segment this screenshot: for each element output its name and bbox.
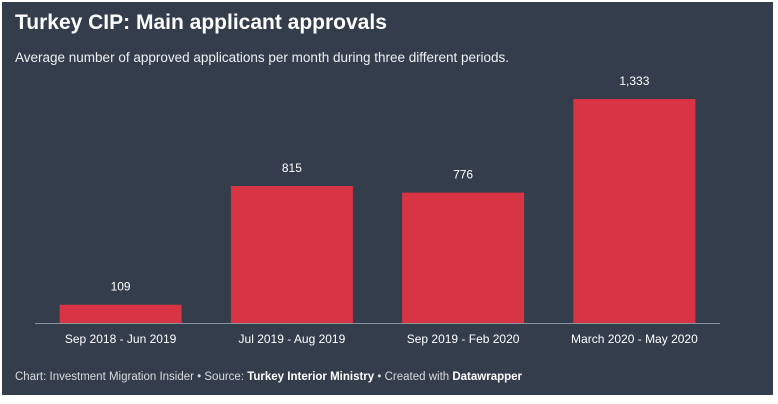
category-label-4: March 2020 - May 2020	[571, 332, 698, 346]
chart-subtitle: Average number of approved applications …	[15, 50, 510, 65]
bar-value-label-3: 776	[453, 168, 473, 182]
footer-source-prefix: • Source:	[193, 371, 248, 383]
footer-credit: Chart: Investment Migration Insider	[15, 371, 194, 383]
bar-value-label-4: 1,333	[619, 74, 649, 88]
category-label-1: Sep 2018 - Jun 2019	[65, 332, 177, 346]
chart-footer: Chart: Investment Migration Insider • So…	[15, 371, 522, 383]
chart-title: Turkey CIP: Main applicant approvals	[15, 11, 387, 34]
footer-source: Turkey Interior Ministry	[247, 371, 375, 383]
footer-created-prefix: • Created with	[374, 371, 453, 383]
bar-chart: 109 Sep 2018 - Jun 2019 815 Jul 2019 - Aug …	[35, 74, 720, 346]
footer-tool: Datawrapper	[452, 371, 523, 383]
bar-1	[59, 304, 182, 323]
chart-card: Turkey CIP: Main applicant approvals Ave…	[2, 2, 773, 395]
bar-4	[573, 99, 696, 323]
bar-value-label-1: 109	[111, 280, 131, 294]
category-label-3: Sep 2019 - Feb 2020	[407, 332, 520, 346]
bar-3	[402, 192, 525, 323]
bar-value-label-2: 815	[282, 161, 302, 175]
bar-2	[230, 186, 353, 323]
category-label-2: Jul 2019 - Aug 2019	[239, 332, 346, 346]
